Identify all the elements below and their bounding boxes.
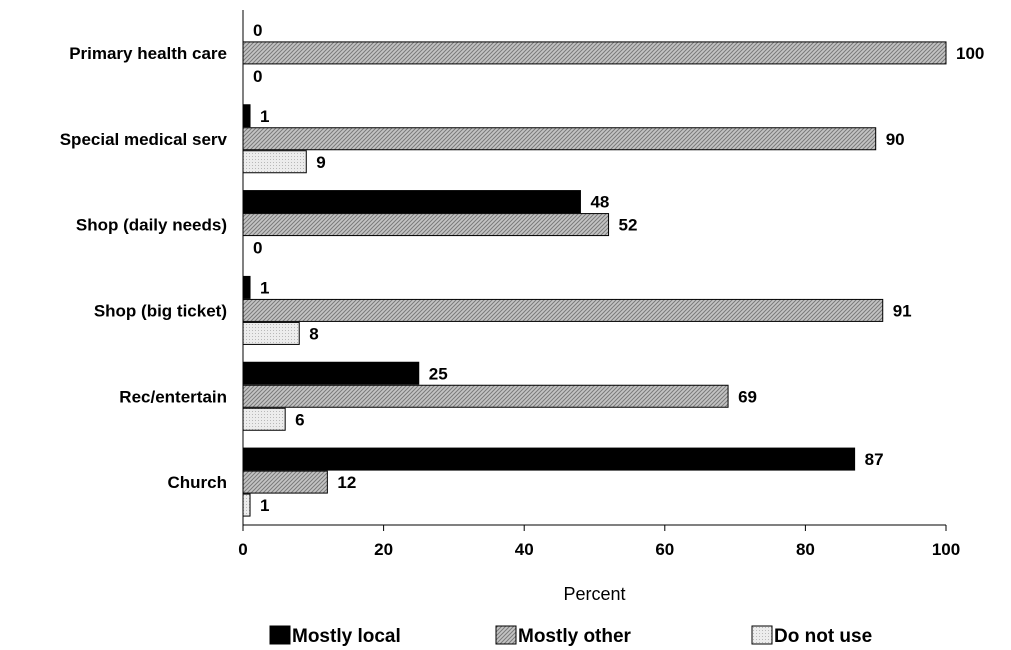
data-label-special-medical-serv-mostly-other: 90	[886, 130, 905, 149]
data-label-shop-big-ticket-mostly-other: 91	[893, 301, 912, 320]
bar-church-mostly-local	[242, 447, 856, 471]
category-label-rec-entertain: Rec/entertain	[119, 387, 227, 406]
bar-special-medical-serv-mostly-local	[242, 104, 251, 128]
x-tick-label-100: 100	[932, 540, 960, 559]
category-label-primary-health-care: Primary health care	[69, 44, 227, 63]
x-axis-title: Percent	[563, 584, 625, 604]
data-label-special-medical-serv-mostly-local: 1	[260, 107, 269, 126]
data-label-church-mostly-local: 87	[865, 450, 884, 469]
data-label-church-mostly-other: 12	[337, 473, 356, 492]
category-label-church: Church	[168, 473, 228, 492]
bar-rec-entertain-mostly-local	[242, 361, 420, 385]
category-label-special-medical-serv: Special medical serv	[60, 130, 228, 149]
bar-special-medical-serv-do-not-use	[242, 150, 307, 174]
data-label-shop-daily-needs-mostly-local: 48	[590, 193, 609, 212]
bar-church-do-not-use	[242, 493, 251, 517]
x-tick-label-80: 80	[796, 540, 815, 559]
data-label-shop-big-ticket-mostly-local: 1	[260, 278, 269, 297]
data-label-shop-big-ticket-do-not-use: 8	[309, 324, 318, 343]
bar-shop-daily-needs-mostly-local	[242, 190, 581, 214]
data-label-rec-entertain-mostly-other: 69	[738, 387, 757, 406]
bar-rec-entertain-mostly-other	[242, 384, 729, 408]
data-label-primary-health-care-mostly-other: 100	[956, 44, 984, 63]
bar-shop-big-ticket-do-not-use	[242, 321, 300, 345]
bar-shop-big-ticket-mostly-other	[242, 298, 884, 322]
data-label-primary-health-care-do-not-use: 0	[253, 67, 262, 86]
data-label-shop-daily-needs-do-not-use: 0	[253, 239, 262, 258]
x-tick-label-0: 0	[238, 540, 247, 559]
bar-church-mostly-other	[242, 470, 328, 494]
legend-label-mostly-local: Mostly local	[292, 626, 401, 647]
data-label-church-do-not-use: 1	[260, 496, 269, 515]
legend: Mostly local Mostly other Do not use	[269, 625, 872, 647]
x-tick-label-40: 40	[515, 540, 534, 559]
x-tick-label-60: 60	[655, 540, 674, 559]
category-label-shop-daily-needs: Shop (daily needs)	[76, 216, 227, 235]
bar-shop-big-ticket-mostly-local	[242, 275, 251, 299]
bar-rec-entertain-do-not-use	[242, 407, 286, 431]
legend-swatch-do-not-use	[751, 625, 773, 645]
data-label-rec-entertain-do-not-use: 6	[295, 410, 304, 429]
legend-label-mostly-other: Mostly other	[518, 626, 632, 647]
data-label-shop-daily-needs-mostly-other: 52	[619, 216, 638, 235]
legend-swatch-mostly-other	[495, 625, 517, 645]
data-label-special-medical-serv-do-not-use: 9	[316, 153, 325, 172]
bar-special-medical-serv-mostly-other	[242, 127, 877, 151]
legend-swatch-mostly-local	[269, 625, 291, 645]
data-label-primary-health-care-mostly-local: 0	[253, 21, 262, 40]
x-tick-label-20: 20	[374, 540, 393, 559]
bar-primary-health-care-mostly-other	[242, 41, 947, 65]
category-label-shop-big-ticket: Shop (big ticket)	[94, 301, 227, 320]
data-label-rec-entertain-mostly-local: 25	[429, 364, 448, 383]
bar-shop-daily-needs-mostly-other	[242, 213, 610, 237]
legend-label-do-not-use: Do not use	[774, 626, 872, 647]
